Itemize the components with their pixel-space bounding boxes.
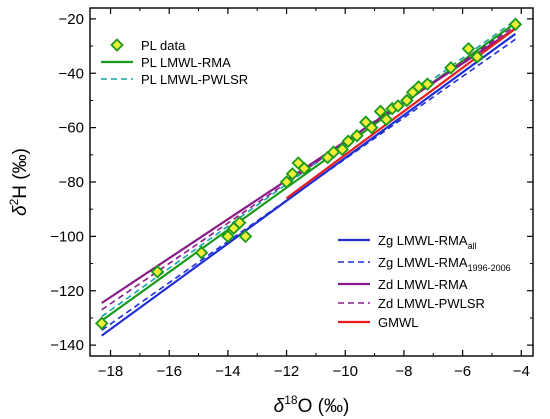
legend-label: GMWL <box>378 315 418 330</box>
legend-label: Zd LMWL-RMA <box>378 277 468 292</box>
legend-label: PL LMWL-RMA <box>141 55 231 70</box>
x-tick-label: −14 <box>215 363 240 380</box>
data-point <box>461 42 476 56</box>
data-point <box>285 167 300 181</box>
x-axis-title: δ18O (‰) <box>274 393 350 417</box>
data-point <box>94 316 109 331</box>
legend-label: Zg LMWL-RMAall <box>378 233 477 251</box>
y-tick-label: −60 <box>59 120 84 137</box>
data-point <box>335 142 350 157</box>
y-tick-label: −140 <box>50 337 84 354</box>
legend-label: PL data <box>141 38 186 53</box>
y-tick-label: −120 <box>50 283 84 300</box>
x-tick-label: −4 <box>513 363 530 380</box>
data-point <box>297 161 311 176</box>
data-point <box>364 120 379 135</box>
data-point <box>391 99 405 113</box>
x-tick-label: −18 <box>98 363 123 380</box>
x-tick-label: −12 <box>274 363 299 380</box>
y-tick-label: −40 <box>59 65 84 82</box>
data-point <box>508 17 523 32</box>
x-tick-labels: −18 −16 −14 −12 −10 −8 −6 −4 <box>98 363 530 380</box>
legend-label: PL LMWL-PWLSR <box>141 72 248 87</box>
data-point <box>350 129 364 143</box>
legend-label: Zd LMWL-PWLSR <box>378 296 485 311</box>
data-point <box>194 245 209 260</box>
fit-line-3 <box>101 38 516 331</box>
data-point <box>150 264 165 279</box>
data-point <box>279 175 294 189</box>
fit-line-0 <box>101 22 517 322</box>
data-point <box>238 229 253 244</box>
data-point <box>400 93 414 108</box>
data-points <box>94 17 523 331</box>
data-point <box>221 229 235 244</box>
data-point <box>420 77 435 91</box>
y-tick-label: −100 <box>50 228 84 245</box>
y-tick-label: −20 <box>59 11 84 28</box>
data-point <box>232 216 247 230</box>
x-tick-label: −8 <box>395 363 412 380</box>
legend-marker <box>110 38 124 52</box>
y-axis-title: δ2H (‰) <box>7 148 31 216</box>
data-point <box>373 104 388 119</box>
fit-line-4 <box>101 27 517 304</box>
axis-ticks <box>90 8 533 356</box>
y-tick-labels: −140 −120 −100 −80 −60 −40 −20 <box>50 11 84 354</box>
x-tick-label: −16 <box>156 363 181 380</box>
data-point <box>341 134 355 148</box>
data-point <box>470 50 485 64</box>
legend-label: Zg LMWL-RMA1996-2006 <box>378 255 511 273</box>
x-tick-label: −10 <box>333 363 358 380</box>
x-tick-label: −6 <box>454 363 471 380</box>
data-point <box>379 112 394 127</box>
legend-bottom: Zg LMWL-RMAall Zg LMWL-RMA1996-2006 Zd LMW… <box>338 233 511 330</box>
legend-top: PL data PL LMWL-RMA PL LMWL-PWLSR <box>101 38 248 87</box>
y-tick-label: −80 <box>59 174 84 191</box>
data-point <box>444 61 458 75</box>
